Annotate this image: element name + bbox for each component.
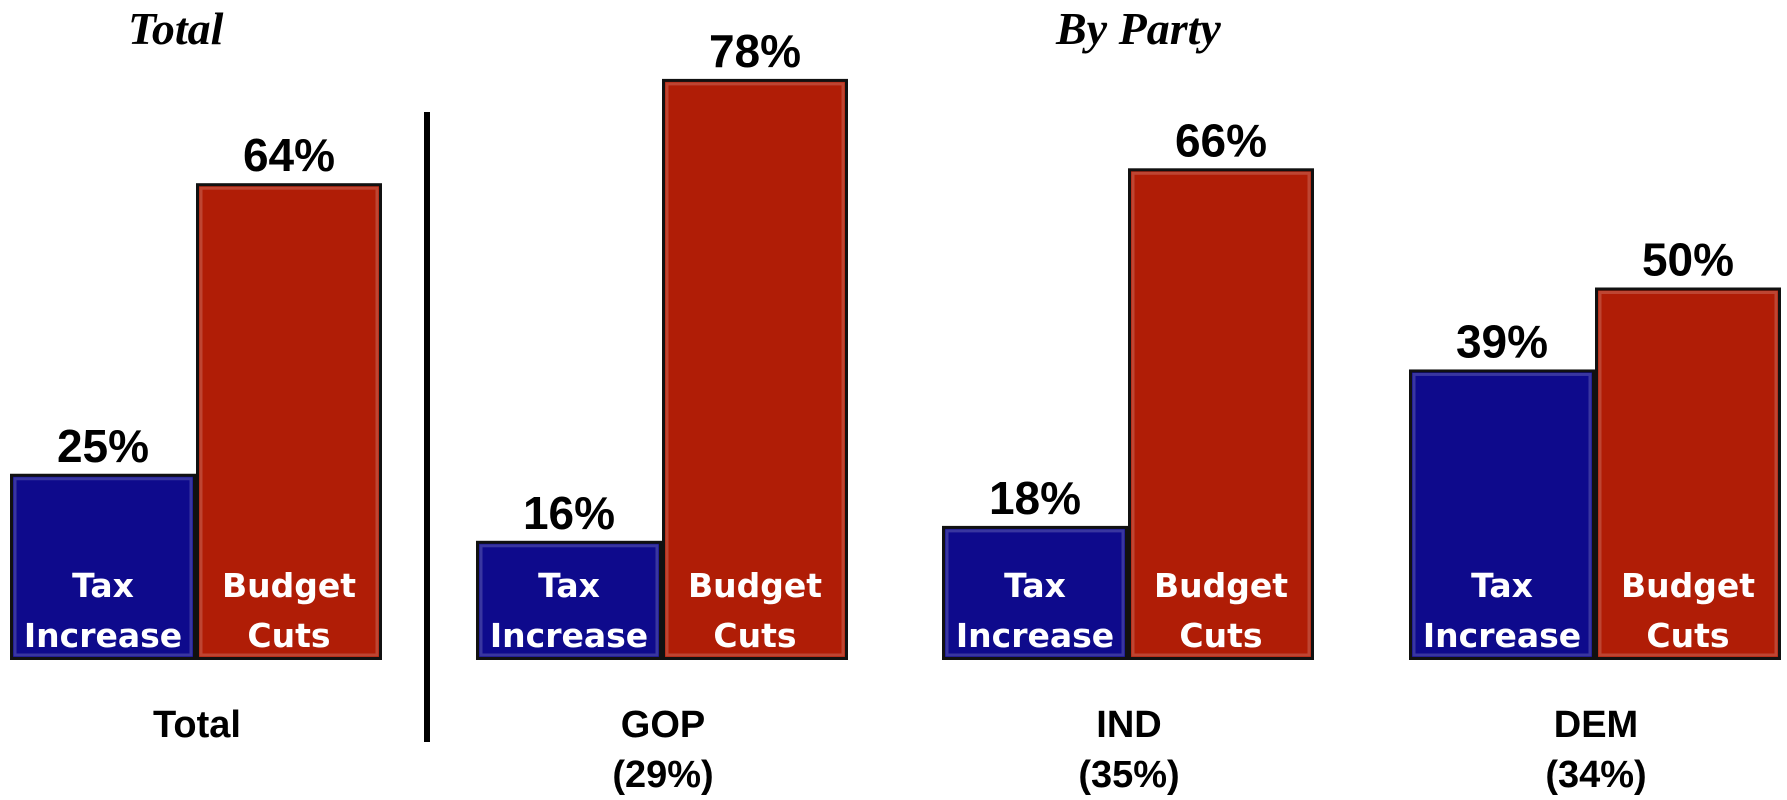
group-label-dem: DEM (34%) (1446, 700, 1746, 800)
bar-bevel-gop-budget-cuts (665, 82, 845, 657)
value-label-gop-tax-increase: 16% (523, 487, 615, 539)
series-label-dem-budget-cuts-line-2: Cuts (1646, 616, 1729, 655)
bar-bevel-dem-tax-increase (1412, 372, 1592, 657)
bar-bevel-gop-tax-increase (479, 544, 659, 657)
section-title-by-party: By Party (1056, 3, 1221, 54)
group-label-dem-share: (34%) (1545, 754, 1647, 796)
section-title-total: Total (128, 3, 224, 54)
group-label-gop-share: (29%) (612, 754, 714, 796)
group-label-ind-share: (35%) (1078, 754, 1180, 796)
bar-bevel-ind-tax-increase (945, 529, 1125, 657)
series-label-total-budget-cuts-line-1: Budget (222, 566, 356, 605)
series-label-dem-budget-cuts-line-1: Budget (1621, 566, 1755, 605)
series-label-ind-tax-increase-line-2: Increase (956, 616, 1114, 655)
group-label-dem-name: DEM (1553, 704, 1639, 746)
bar-total-budget-cuts (196, 183, 382, 660)
series-label-gop-tax-increase-line-2: Increase (490, 616, 648, 655)
series-label-ind-budget-cuts-line-1: Budget (1154, 566, 1288, 605)
bar-ind-tax-increase (942, 525, 1128, 661)
value-label-total-tax-increase: 25% (57, 420, 149, 472)
value-label-ind-tax-increase: 18% (989, 472, 1081, 524)
bar-bevel-total-tax-increase (13, 477, 193, 657)
series-label-ind-tax-increase-line-1: Tax (1004, 566, 1066, 605)
series-label-gop-budget-cuts-line-1: Budget (688, 566, 822, 605)
group-label-gop: GOP (29%) (513, 700, 813, 800)
value-label-dem-budget-cuts: 50% (1642, 234, 1734, 286)
bar-bevel-dem-budget-cuts (1598, 291, 1778, 657)
series-label-dem-tax-increase-line-2: Increase (1423, 616, 1581, 655)
group-label-ind: IND (35%) (979, 700, 1279, 800)
value-label-ind-budget-cuts: 66% (1175, 114, 1267, 166)
series-label-gop-tax-increase-line-1: Tax (538, 566, 600, 605)
group-label-ind-name: IND (1096, 704, 1162, 746)
series-label-total-tax-increase-line-2: Increase (24, 616, 182, 655)
value-label-total-budget-cuts: 64% (243, 129, 335, 181)
bar-bevel-total-budget-cuts (199, 186, 379, 657)
series-label-total-tax-increase-line-1: Tax (72, 566, 134, 605)
series-label-dem-tax-increase-line-1: Tax (1471, 566, 1533, 605)
bar-gop-tax-increase (476, 540, 662, 660)
group-label-total-name: Total (153, 704, 241, 746)
bars-layer: 25% Tax Increase 64% Budget Cuts 16% Tax Increas… (10, 25, 1781, 661)
value-label-gop-budget-cuts: 78% (709, 25, 801, 77)
series-label-gop-budget-cuts-line-2: Cuts (713, 616, 796, 655)
series-label-total-budget-cuts-line-2: Cuts (247, 616, 330, 655)
series-label-ind-budget-cuts-line-2: Cuts (1179, 616, 1262, 655)
bar-bevel-ind-budget-cuts (1131, 171, 1311, 657)
group-label-total: Total (47, 700, 347, 750)
bar-gop-budget-cuts (662, 78, 848, 660)
value-label-dem-tax-increase: 39% (1456, 315, 1548, 367)
bar-dem-budget-cuts (1595, 287, 1781, 660)
bar-ind-budget-cuts (1128, 168, 1314, 661)
bar-total-tax-increase (10, 473, 196, 660)
group-label-gop-name: GOP (620, 704, 706, 746)
bar-dem-tax-increase (1409, 369, 1595, 660)
